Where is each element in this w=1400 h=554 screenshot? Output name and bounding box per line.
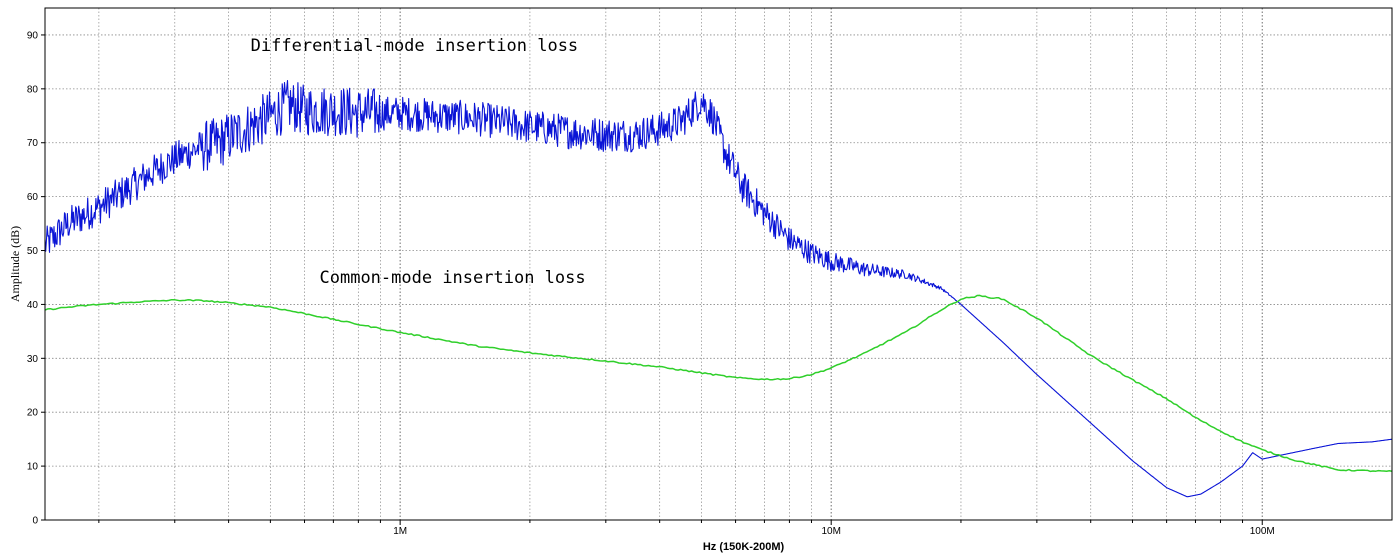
y-tick-label: 40 [27, 300, 39, 311]
y-tick-label: 60 [27, 192, 39, 203]
annotation-differential-mode: Differential-mode insertion loss [251, 36, 579, 56]
y-tick-label: 70 [27, 138, 39, 149]
x-tick-label: 1M [393, 526, 407, 537]
x-tick-label: 100M [1250, 526, 1275, 537]
grid [45, 8, 1392, 520]
y-tick-label: 20 [27, 408, 39, 419]
y-tick-label: 90 [27, 30, 39, 41]
x-tick-label: 10M [821, 526, 840, 537]
series-line-differential-mode [44, 79, 1393, 498]
x-axis-title: Hz (150K-200M) [703, 541, 785, 553]
y-tick-label: 50 [27, 246, 39, 257]
annotation-common-mode: Common-mode insertion loss [320, 268, 586, 288]
y-tick-label: 80 [27, 84, 39, 95]
series-layer [44, 79, 1393, 498]
series-line-common-mode [44, 294, 1393, 473]
annotations: Differential-mode insertion loss Common-m… [251, 36, 586, 288]
plot-frame [44, 7, 1393, 521]
y-axis-title: Amplitude (dB) [8, 226, 22, 302]
y-tick-label: 0 [32, 516, 38, 527]
y-tick-label: 30 [27, 354, 39, 365]
tick-labels: 0 10 20 30 40 50 60 70 80 90 1M 10M 100M [27, 30, 1275, 537]
y-tick-label: 10 [27, 462, 39, 473]
